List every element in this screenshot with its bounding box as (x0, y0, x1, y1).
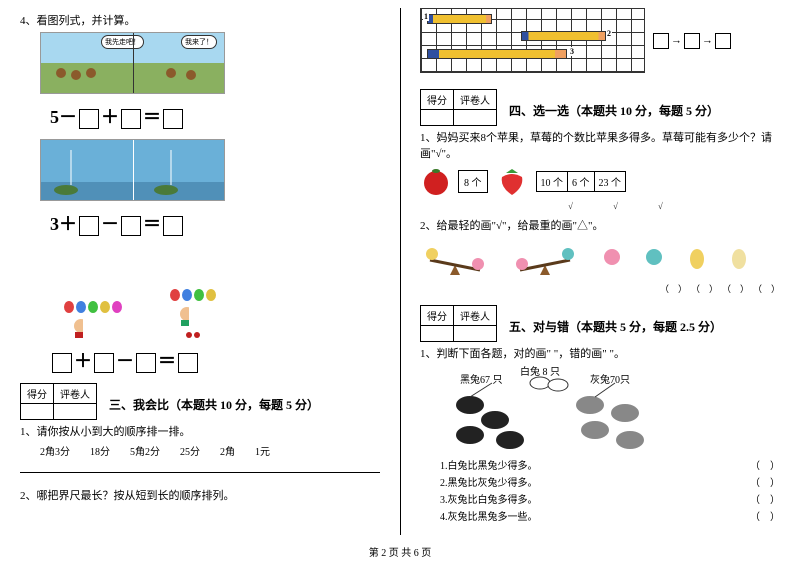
pencil-2-num: 2 (606, 29, 612, 38)
balloons-scene (40, 246, 240, 341)
page-footer: 第 2 页 共 6 页 (0, 544, 800, 559)
judge-4: 4.灰兔比黑兔多一些。 (440, 508, 538, 523)
pencil-3-num: 3 (569, 47, 575, 56)
equation-3: ＋ － ＝ (50, 347, 380, 373)
score-h1-5: 得分 (421, 306, 454, 326)
order-box-2 (684, 33, 700, 49)
eq1-box-2 (121, 109, 141, 129)
option-3[interactable]: 23 个 (595, 172, 626, 191)
q3-1-values: 2角3分 18分 5角2分 25分 2角 1元 (40, 443, 380, 458)
q4-2-label: 2、给最轻的画"√"，给最重的画"△"。 (420, 217, 780, 233)
score-h1-3: 得分 (21, 384, 54, 404)
judge-4-paren: （ ） (750, 508, 780, 523)
q5-1-label: 1、判断下面各题，对的画" "，错的画" "。 (420, 345, 780, 361)
white-rabbit-label: 白兔 8 只 (520, 365, 560, 378)
apple-count: 8 个 (458, 170, 488, 193)
q3-2-label: 2、哪把界尺最长？按从短到长的顺序排列。 (20, 487, 380, 503)
eq2-eq: ＝ (143, 214, 161, 234)
rabbit-scene: 黑兔67 只 灰兔70只 白兔 8 只 (440, 365, 660, 455)
tick-3: √ (658, 201, 663, 211)
eq1-mid: ＋ (101, 107, 119, 127)
balloon-kid-1 (63, 301, 123, 341)
seesaw-2 (510, 240, 580, 280)
score-h2-4: 评卷人 (454, 90, 497, 110)
equation-1: 5－ ＋ ＝ (50, 103, 380, 129)
section-5-title: 五、对与错（本题共 5 分，每题 2.5 分） (509, 318, 722, 335)
order-box-3 (715, 33, 731, 49)
score-table-3: 得分评卷人 (20, 383, 97, 420)
eq3-eq: ＝ (158, 351, 176, 371)
seesaw-scene (420, 237, 750, 282)
char-1 (601, 245, 623, 275)
eq2-mid: － (101, 214, 119, 234)
equation-2: 3＋ － ＝ (50, 210, 380, 236)
option-1[interactable]: 10 个 (537, 172, 569, 191)
char-4 (728, 245, 750, 275)
black-rabbit-label: 黑兔67 只 (460, 373, 503, 386)
judge-3: 3.灰兔比白兔多得多。 (440, 491, 538, 506)
answer-line (20, 472, 380, 473)
right-column: 1 2 3 →→ 得分评卷人 四、选一选（本题共 10 分，每题 5 分） 1、… (400, 0, 800, 565)
eq2-box-2 (121, 216, 141, 236)
gray-rabbit-label: 灰兔70只 (590, 373, 630, 386)
section-4-title: 四、选一选（本题共 10 分，每题 5 分） (509, 102, 719, 119)
eq3-mid2: － (116, 351, 134, 371)
paren-3: （ ） (722, 282, 749, 295)
score-table-5: 得分评卷人 (420, 305, 497, 342)
pencil-2 (521, 31, 606, 41)
strawberry-icon (494, 165, 530, 197)
seesaw-1 (420, 240, 490, 280)
section-3-title: 三、我会比（本题共 10 分，每题 5 分） (109, 396, 319, 413)
paren-2: （ ） (691, 282, 718, 295)
arrow-boxes: →→ (651, 33, 733, 49)
score-h2-3: 评卷人 (54, 384, 97, 404)
fruit-row: 8 个 10 个 6 个 23 个 (420, 165, 780, 197)
monkey-scene-1: 我先走吧！ 我来了！ (40, 32, 225, 94)
pencil-1 (427, 14, 492, 24)
pencil-grid: 1 2 3 (420, 8, 645, 73)
eq1-prefix: 5－ (50, 107, 77, 127)
order-box-1 (653, 33, 669, 49)
eq2-box-3 (163, 216, 183, 236)
eq3-box-1 (52, 353, 72, 373)
eq3-mid1: ＋ (74, 351, 92, 371)
eq3-box-3 (136, 353, 156, 373)
judge-3-paren: （ ） (750, 491, 780, 506)
tick-1: √ (568, 201, 573, 211)
char-2 (643, 245, 665, 275)
choice-boxes: 10 个 6 个 23 个 (536, 171, 627, 192)
q3-1-label: 1、请你按从小到大的顺序排一排。 (20, 423, 380, 439)
blue-scene (40, 139, 225, 201)
eq2-box-1 (79, 216, 99, 236)
paren-row: （ ） （ ） （ ） （ ） (420, 282, 780, 295)
eq1-box-3 (163, 109, 183, 129)
paren-1: （ ） (660, 282, 687, 295)
apple-icon (420, 165, 452, 197)
judge-2: 2.黑兔比灰兔少得多。 (440, 474, 538, 489)
char-3 (686, 245, 708, 275)
pencil-1-num: 1 (423, 12, 429, 21)
eq3-box-2 (94, 353, 114, 373)
judgments-list: 1.白兔比黑兔少得多。 （ ） 2.黑兔比灰兔少得多。 （ ） 3.灰兔比白兔多得多… (440, 457, 780, 523)
paren-4: （ ） (753, 282, 780, 295)
eq1-box-1 (79, 109, 99, 129)
eq1-eq: ＝ (143, 107, 161, 127)
balloon-kid-2 (169, 289, 217, 341)
score-h2-5: 评卷人 (454, 306, 497, 326)
score-table-4: 得分评卷人 (420, 89, 497, 126)
pencil-3 (427, 49, 567, 59)
eq3-box-4 (178, 353, 198, 373)
eq2-prefix: 3＋ (50, 214, 77, 234)
judge-1: 1.白兔比黑兔少得多。 (440, 457, 538, 472)
option-2[interactable]: 6 个 (568, 172, 595, 191)
left-column: 4、看图列式，并计算。 我先走吧！ 我来了！ 5－ ＋ ＝ 3＋ － ＝ (0, 0, 400, 565)
tick-2: √ (613, 201, 618, 211)
judge-2-paren: （ ） (750, 474, 780, 489)
q4-label: 4、看图列式，并计算。 (20, 12, 380, 28)
score-h1-4: 得分 (421, 90, 454, 110)
q4-1-label: 1、妈妈买来8个苹果，草莓的个数比苹果多得多。草莓可能有多少个？请画"√"。 (420, 129, 780, 161)
judge-1-paren: （ ） (750, 457, 780, 472)
